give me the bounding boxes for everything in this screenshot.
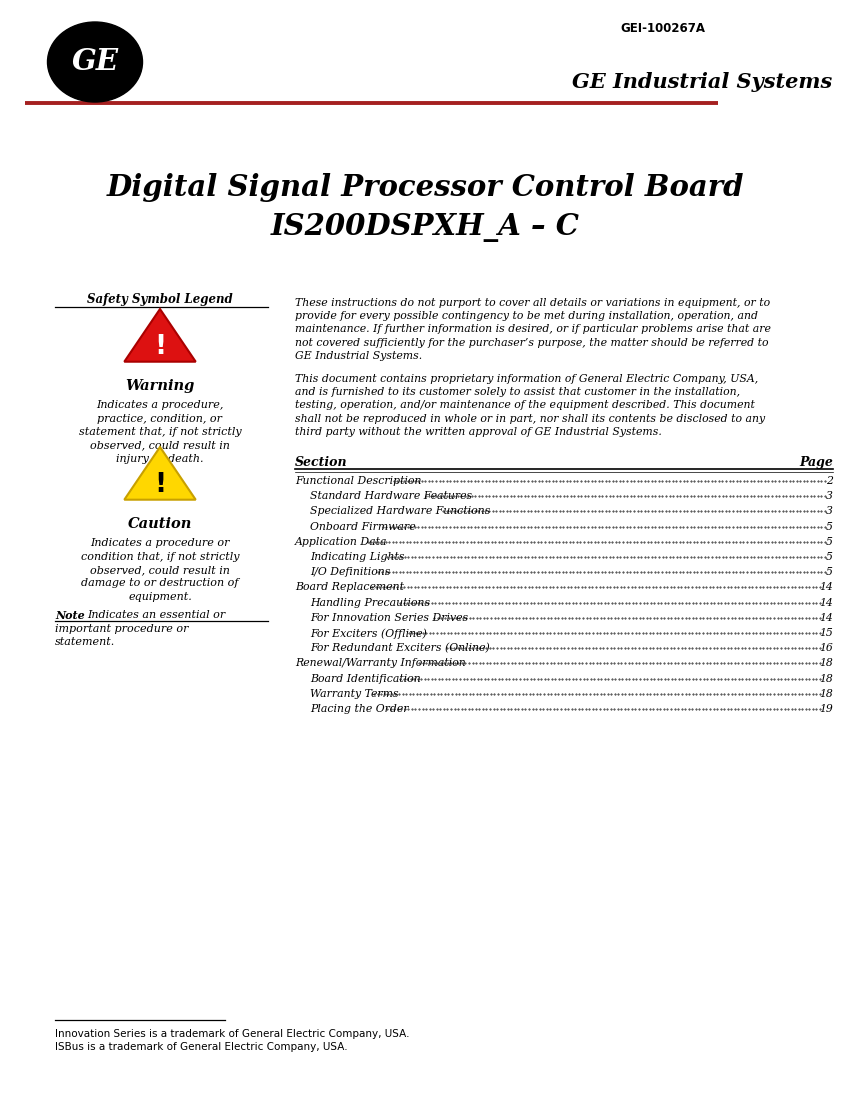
Text: Handling Precautions: Handling Precautions xyxy=(310,597,430,607)
Text: !: ! xyxy=(154,472,166,498)
Text: 18: 18 xyxy=(819,673,833,683)
Text: 16: 16 xyxy=(819,644,833,653)
Text: not covered sufficiently for the purchaser’s purpose, the matter should be refer: not covered sufficiently for the purchas… xyxy=(295,338,768,348)
Text: provide for every possible contingency to be met during installation, operation,: provide for every possible contingency t… xyxy=(295,311,758,321)
Text: observed, could result in: observed, could result in xyxy=(90,565,230,575)
Text: 19: 19 xyxy=(819,704,833,714)
Text: observed, could result in: observed, could result in xyxy=(90,440,230,451)
Text: equipment.: equipment. xyxy=(128,592,192,602)
Text: Page: Page xyxy=(799,456,833,469)
Text: maintenance. If further information is desired, or if particular problems arise : maintenance. If further information is d… xyxy=(295,324,771,334)
Text: 18: 18 xyxy=(819,659,833,669)
Text: Indicates a procedure,: Indicates a procedure, xyxy=(96,400,224,410)
Text: 3: 3 xyxy=(826,506,833,516)
Text: Indicates a procedure or: Indicates a procedure or xyxy=(90,538,230,548)
Text: important procedure or: important procedure or xyxy=(55,624,189,634)
Polygon shape xyxy=(124,309,196,362)
Text: This document contains proprietary information of General Electric Company, USA,: This document contains proprietary infor… xyxy=(295,374,758,384)
Text: condition that, if not strictly: condition that, if not strictly xyxy=(81,551,239,561)
Text: Board Replacement: Board Replacement xyxy=(295,582,404,593)
Text: Section: Section xyxy=(295,456,348,469)
Text: Note: Note xyxy=(55,610,85,621)
Text: GE Industrial Systems: GE Industrial Systems xyxy=(572,72,832,92)
Text: Safety Symbol Legend: Safety Symbol Legend xyxy=(87,294,233,307)
Text: For Redundant Exciters (Online): For Redundant Exciters (Online) xyxy=(310,644,490,653)
Text: Onboard Firmware: Onboard Firmware xyxy=(310,521,416,531)
Text: 15: 15 xyxy=(819,628,833,638)
Text: injury or death.: injury or death. xyxy=(116,454,204,464)
Text: practice, condition, or: practice, condition, or xyxy=(98,414,223,424)
Text: !: ! xyxy=(154,334,166,360)
Text: 5: 5 xyxy=(826,568,833,578)
Text: These instructions do not purport to cover all details or variations in equipmen: These instructions do not purport to cov… xyxy=(295,298,770,308)
Text: 2: 2 xyxy=(826,476,833,486)
Text: I/O Definitions: I/O Definitions xyxy=(310,568,390,578)
Text: Standard Hardware Features: Standard Hardware Features xyxy=(310,492,472,502)
Text: testing, operation, and/or maintenance of the equipment described. This document: testing, operation, and/or maintenance o… xyxy=(295,400,755,410)
Text: Warning: Warning xyxy=(125,379,195,393)
Text: 18: 18 xyxy=(819,689,833,698)
Text: statement.: statement. xyxy=(55,637,116,647)
Text: Innovation Series is a trademark of General Electric Company, USA.: Innovation Series is a trademark of Gene… xyxy=(55,1028,410,1040)
Text: shall not be reproduced in whole or in part, nor shall its contents be disclosed: shall not be reproduced in whole or in p… xyxy=(295,414,765,424)
Text: GEI-100267A: GEI-100267A xyxy=(620,22,705,34)
Text: For Exciters (Offline): For Exciters (Offline) xyxy=(310,628,427,639)
Text: For Innovation Series Drives: For Innovation Series Drives xyxy=(310,613,468,623)
Text: Indicating Lights: Indicating Lights xyxy=(310,552,405,562)
Text: GE: GE xyxy=(71,47,118,77)
Text: GE Industrial Systems.: GE Industrial Systems. xyxy=(295,351,422,361)
Ellipse shape xyxy=(48,22,143,102)
Text: 14: 14 xyxy=(819,582,833,593)
Text: Indicates an essential or: Indicates an essential or xyxy=(87,610,225,620)
Polygon shape xyxy=(124,447,196,499)
Text: third party without the written approval of GE Industrial Systems.: third party without the written approval… xyxy=(295,427,662,437)
Text: 14: 14 xyxy=(819,613,833,623)
Text: IS200DSPXH_A – C: IS200DSPXH_A – C xyxy=(270,213,580,242)
Text: Placing the Order: Placing the Order xyxy=(310,704,409,714)
Text: ISBus is a trademark of General Electric Company, USA.: ISBus is a trademark of General Electric… xyxy=(55,1042,348,1052)
Text: Warranty Terms: Warranty Terms xyxy=(310,689,399,698)
Text: Digital Signal Processor Control Board: Digital Signal Processor Control Board xyxy=(106,174,744,202)
Text: 5: 5 xyxy=(826,552,833,562)
Text: 5: 5 xyxy=(826,537,833,547)
Text: 3: 3 xyxy=(826,492,833,502)
Text: Application Data: Application Data xyxy=(295,537,388,547)
Text: Renewal/Warranty Information: Renewal/Warranty Information xyxy=(295,659,466,669)
Text: and is furnished to its customer solely to assist that customer in the installat: and is furnished to its customer solely … xyxy=(295,387,740,397)
Text: 14: 14 xyxy=(819,597,833,607)
Text: statement that, if not strictly: statement that, if not strictly xyxy=(79,427,241,437)
Text: Board Identification: Board Identification xyxy=(310,673,421,683)
Text: Caution: Caution xyxy=(128,517,192,531)
Text: 5: 5 xyxy=(826,521,833,531)
Text: damage to or destruction of: damage to or destruction of xyxy=(82,579,239,588)
Text: Functional Description: Functional Description xyxy=(295,476,422,486)
Text: Specialized Hardware Functions: Specialized Hardware Functions xyxy=(310,506,490,516)
